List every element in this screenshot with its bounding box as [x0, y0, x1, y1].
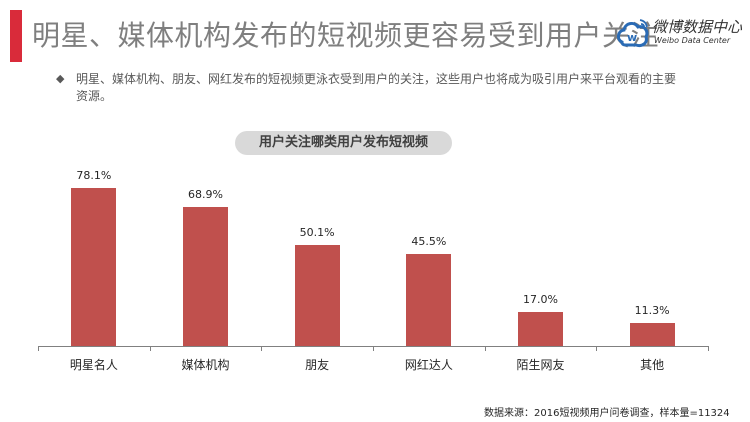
data-source-note: 数据来源：2016短视频用户问卷调查，样本量=11324: [484, 408, 730, 419]
bar: [406, 253, 452, 346]
category-label: 网红达人: [404, 358, 453, 372]
x-axis-tick: [149, 346, 151, 351]
bar-value-label: 45.5%: [411, 234, 447, 248]
category-label: 其他: [640, 358, 665, 372]
category-label: 陌生网友: [516, 358, 565, 372]
bar: [518, 311, 563, 346]
weibo-data-center-logo: w 微博数据中心 Weibo Data Center: [616, 14, 746, 54]
category-label: 媒体机构: [181, 358, 230, 372]
bar-value-label: 78.1%: [76, 169, 112, 182]
x-axis-tick: [708, 346, 709, 351]
logo-text-cn: 微博数据中心: [652, 18, 743, 36]
chart-title: 用户关注哪类用户发布短视频: [235, 131, 452, 155]
bar: [183, 206, 228, 346]
x-axis-tick: [596, 346, 598, 351]
category-label: 明星名人: [69, 358, 118, 372]
bar: [294, 244, 340, 346]
weibo-cloud-icon: w: [617, 19, 649, 47]
category-label: 朋友: [305, 358, 330, 372]
svg-text:w: w: [627, 31, 637, 44]
description-text: 明星、媒体机构、朋友、网红发布的短视频更泳衣受到用户的关注，这些用户也将成为吸引…: [76, 72, 677, 103]
bar-value-label: 11.3%: [634, 304, 670, 318]
x-axis-tick: [484, 346, 486, 351]
x-axis-tick: [261, 346, 263, 351]
bar-value-label: 68.9%: [188, 187, 223, 201]
x-axis-tick: [373, 346, 374, 351]
page-title: 明星、媒体机构发布的短视频更容易受到用户关注: [32, 19, 660, 52]
title-accent-bar: [10, 10, 22, 62]
logo-text-en: Weibo Data Center: [654, 36, 731, 45]
bar: [629, 323, 675, 346]
diamond-bullet-icon: ◆: [56, 72, 65, 85]
bar-value-label: 50.1%: [299, 225, 335, 239]
bar-value-label: 17.0%: [523, 292, 558, 306]
x-axis-tick: [38, 346, 39, 351]
bar: [71, 188, 117, 346]
